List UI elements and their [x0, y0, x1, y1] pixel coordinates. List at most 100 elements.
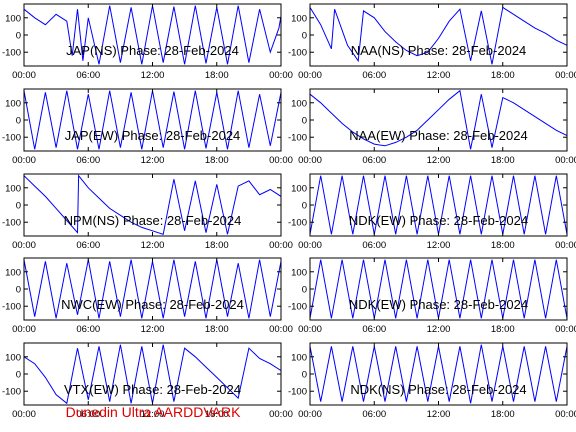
panel-title: VTX(EW) Phase: 28-Feb-2024	[64, 382, 241, 397]
x-tick-label: 00:00	[298, 70, 322, 81]
y-tick-label: 0	[302, 31, 307, 42]
x-tick-label: 06:00	[362, 155, 386, 166]
x-tick-label: 00:00	[298, 324, 322, 335]
x-tick-label: 18:00	[205, 409, 229, 420]
x-tick-label: 00:00	[555, 70, 576, 81]
x-tick-label: 06:00	[362, 240, 386, 251]
x-tick-label: 00:00	[12, 240, 36, 251]
y-tick-label: 100	[291, 13, 307, 24]
panel-title: NDK(EW) Phase: 28-Feb-2024	[349, 213, 528, 228]
y-tick-label: 100	[5, 267, 21, 278]
phase-panel-7: 100 0 -100 00:00 06:00 12:00 18:00 00:00 NWC(EW)…	[2, 257, 293, 335]
x-tick-label: 12:00	[427, 240, 451, 251]
phase-panel-9: 100 0 -100 00:00 06:00 12:00 18:00 00:00 VTX(EW)…	[2, 342, 293, 420]
y-tick-label: 100	[291, 267, 307, 278]
y-tick-label: 100	[291, 183, 307, 194]
x-tick-label: 06:00	[362, 409, 386, 420]
phase-panel-2: 100 0 -100 00:00 06:00 12:00 18:00 00:00 NAA(NS)…	[288, 3, 576, 81]
x-tick-label: 12:00	[427, 409, 451, 420]
x-tick-label: 12:00	[141, 240, 165, 251]
y-tick-label: -100	[288, 48, 307, 59]
panel-title: JAP(NS) Phase: 28-Feb-2024	[66, 43, 239, 58]
y-tick-label: -100	[2, 302, 21, 313]
x-tick-label: 00:00	[269, 409, 293, 420]
x-tick-label: 12:00	[141, 324, 165, 335]
y-tick-label: -100	[2, 48, 21, 59]
x-tick-label: 00:00	[12, 324, 36, 335]
panel-title: NDK(NS) Phase: 28-Feb-2024	[350, 382, 526, 397]
phase-panel-1: 100 0 -100 00:00 06:00 12:00 18:00 00:00 JAP(NS)…	[2, 3, 293, 81]
y-tick-label: 100	[5, 352, 21, 363]
y-tick-label: 0	[302, 285, 307, 296]
x-tick-label: 00:00	[12, 409, 36, 420]
y-tick-label: 100	[5, 13, 21, 24]
y-tick-label: 0	[302, 370, 307, 381]
panel-title: NDK(EW) Phase: 28-Feb-2024	[349, 297, 528, 312]
x-tick-label: 00:00	[555, 324, 576, 335]
y-tick-label: 100	[291, 352, 307, 363]
phase-panel-4: 100 0 -100 00:00 06:00 12:00 18:00 00:00 NAA(EW)…	[288, 88, 576, 166]
y-tick-label: -100	[288, 218, 307, 229]
phase-panel-10: 100 0 -100 00:00 06:00 12:00 18:00 00:00 NDK(NS)…	[288, 342, 576, 420]
footer-caption: Dunedin Ultra AARDDVARK	[65, 404, 241, 420]
x-tick-label: 00:00	[555, 240, 576, 251]
y-tick-label: -100	[288, 387, 307, 398]
x-tick-label: 06:00	[362, 70, 386, 81]
y-tick-label: 100	[5, 183, 21, 194]
y-tick-label: 0	[16, 285, 21, 296]
y-tick-label: -100	[288, 302, 307, 313]
x-tick-label: 12:00	[141, 70, 165, 81]
x-tick-label: 00:00	[269, 240, 293, 251]
y-tick-label: -100	[288, 133, 307, 144]
x-tick-label: 00:00	[555, 409, 576, 420]
x-tick-label: 06:00	[362, 324, 386, 335]
x-tick-label: 06:00	[76, 324, 100, 335]
phase-panel-3: 100 0 -100 00:00 06:00 12:00 18:00 00:00 JAP(EW)…	[2, 88, 293, 166]
x-tick-label: 06:00	[76, 70, 100, 81]
y-tick-label: 0	[16, 116, 21, 127]
x-tick-label: 18:00	[491, 240, 515, 251]
x-tick-label: 00:00	[298, 409, 322, 420]
panel-title: NAA(EW) Phase: 28-Feb-2024	[349, 128, 527, 143]
x-tick-label: 00:00	[269, 155, 293, 166]
x-tick-label: 18:00	[491, 324, 515, 335]
x-tick-label: 18:00	[205, 155, 229, 166]
x-tick-label: 06:00	[76, 240, 100, 251]
y-tick-label: 100	[5, 98, 21, 109]
x-tick-label: 12:00	[427, 155, 451, 166]
y-tick-label: 0	[16, 31, 21, 42]
panel-title: JAP(EW) Phase: 28-Feb-2024	[65, 128, 241, 143]
y-tick-label: 100	[291, 98, 307, 109]
y-tick-label: 0	[302, 201, 307, 212]
phase-panel-6: 100 0 -100 00:00 06:00 12:00 18:00 00:00 NDK(EW)…	[288, 173, 576, 251]
y-tick-label: 0	[16, 201, 21, 212]
phase-trace	[24, 174, 281, 235]
x-tick-label: 18:00	[205, 70, 229, 81]
x-tick-label: 00:00	[555, 155, 576, 166]
x-tick-label: 00:00	[12, 155, 36, 166]
phase-trace	[310, 89, 567, 150]
y-tick-label: -100	[2, 218, 21, 229]
x-tick-label: 00:00	[298, 155, 322, 166]
x-tick-label: 00:00	[12, 70, 36, 81]
y-tick-label: -100	[2, 133, 21, 144]
x-tick-label: 18:00	[491, 409, 515, 420]
y-tick-label: 0	[302, 116, 307, 127]
y-tick-label: -100	[2, 387, 21, 398]
x-tick-label: 18:00	[205, 324, 229, 335]
x-tick-label: 12:00	[427, 70, 451, 81]
x-tick-label: 00:00	[269, 324, 293, 335]
x-tick-label: 12:00	[141, 409, 165, 420]
x-tick-label: 06:00	[76, 155, 100, 166]
phase-trace	[310, 6, 567, 65]
panel-title: NWC(EW) Phase: 28-Feb-2024	[61, 297, 244, 312]
x-tick-label: 00:00	[298, 240, 322, 251]
x-tick-label: 18:00	[491, 155, 515, 166]
x-tick-label: 12:00	[427, 324, 451, 335]
phase-panel-5: 100 0 -100 00:00 06:00 12:00 18:00 00:00 NPM(NS)…	[2, 173, 293, 251]
x-tick-label: 00:00	[269, 70, 293, 81]
panel-title: NAA(NS) Phase: 28-Feb-2024	[351, 43, 527, 58]
panel-title: NPM(NS) Phase: 28-Feb-2024	[64, 213, 242, 228]
x-tick-label: 18:00	[205, 240, 229, 251]
